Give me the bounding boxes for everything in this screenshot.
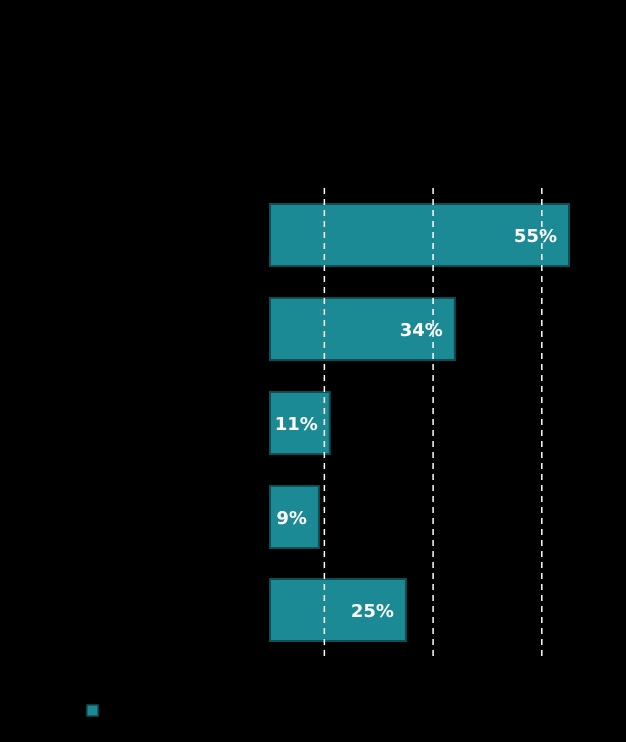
data-label-2: 34% [400, 320, 443, 341]
bar-2 [269, 297, 456, 361]
legend-swatch [86, 704, 99, 717]
data-label-3: 11% [275, 414, 318, 435]
data-label-1: 55% [514, 226, 557, 247]
bar-1 [269, 203, 570, 267]
data-label-4: 9% [276, 508, 307, 529]
bar-3 [269, 391, 331, 455]
bar-5 [269, 578, 407, 642]
bar-4 [269, 485, 320, 549]
data-label-5: 25% [351, 601, 394, 622]
